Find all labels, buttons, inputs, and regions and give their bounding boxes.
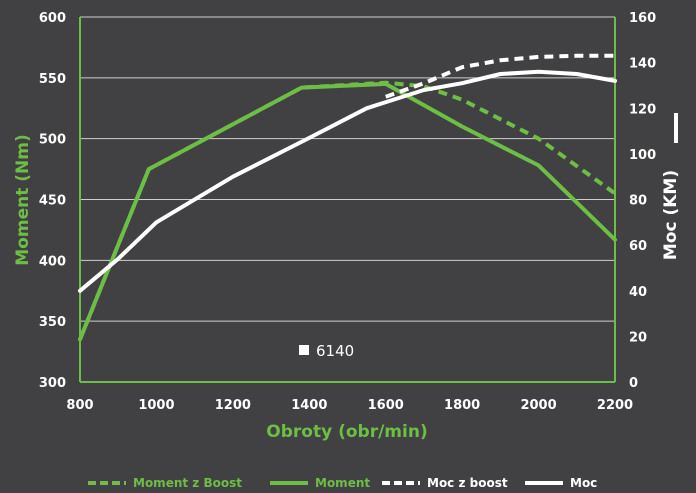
y-axis-left-title: Moment (Nm) (13, 134, 33, 265)
axes (79, 17, 616, 383)
y-right-tick-label: 100 (629, 148, 656, 163)
legend-label: Moment (315, 476, 370, 490)
annotation-label: 6140 (316, 342, 354, 360)
y-left-tick-label: 600 (39, 11, 66, 26)
y-right-tick-label: 40 (629, 285, 647, 300)
series-line-moment (78, 81, 617, 342)
x-tick-label: 1200 (215, 398, 251, 413)
legend-label: Moc z boost (427, 476, 508, 490)
annotation-square (299, 345, 309, 355)
series-line-moc (78, 69, 617, 293)
y-left-tick-label: 550 (39, 72, 66, 87)
y-right-tick-label: 60 (629, 239, 647, 254)
y-left-tick-label: 300 (39, 376, 66, 391)
x-tick-label: 1800 (444, 398, 480, 413)
annotation: 6140 (299, 342, 354, 360)
legend: Moment z Boost Moment Moc z boost Moc (88, 476, 597, 490)
tick-labels: 300 350 400 450 500 550 600 0 20 40 60 80 100 120 140 1… (39, 11, 656, 413)
series-line-moc-z-boost (385, 53, 615, 99)
y-left-tick-label: 400 (39, 254, 66, 269)
legend-label: Moc (570, 476, 597, 490)
y-right-tick-label: 120 (629, 102, 656, 117)
y-left-tick-label: 500 (39, 133, 66, 148)
y-left-tick-label: 350 (39, 315, 66, 330)
y-left-tick-label: 450 (39, 194, 66, 209)
series-lines (78, 53, 617, 342)
x-tick-label: 1000 (138, 398, 174, 413)
y-right-tick-label: 160 (629, 11, 656, 26)
x-tick-label: 2200 (597, 398, 633, 413)
x-tick-label: 1600 (368, 398, 404, 413)
x-tick-label: 800 (66, 398, 93, 413)
x-tick-label: 2000 (520, 398, 556, 413)
legend-label: Moment z Boost (133, 476, 242, 490)
y-right-tick-label: 20 (629, 330, 647, 345)
y-axis-right-title: Moc (KM) (661, 170, 681, 260)
x-tick-label: 1400 (291, 398, 327, 413)
y-right-tick-label: 0 (629, 376, 638, 391)
x-axis-title: Obroty (obr/min) (266, 422, 427, 442)
grid (80, 16, 615, 322)
y-right-tick-label: 140 (629, 57, 656, 72)
y-right-tick-label: 80 (629, 194, 647, 209)
